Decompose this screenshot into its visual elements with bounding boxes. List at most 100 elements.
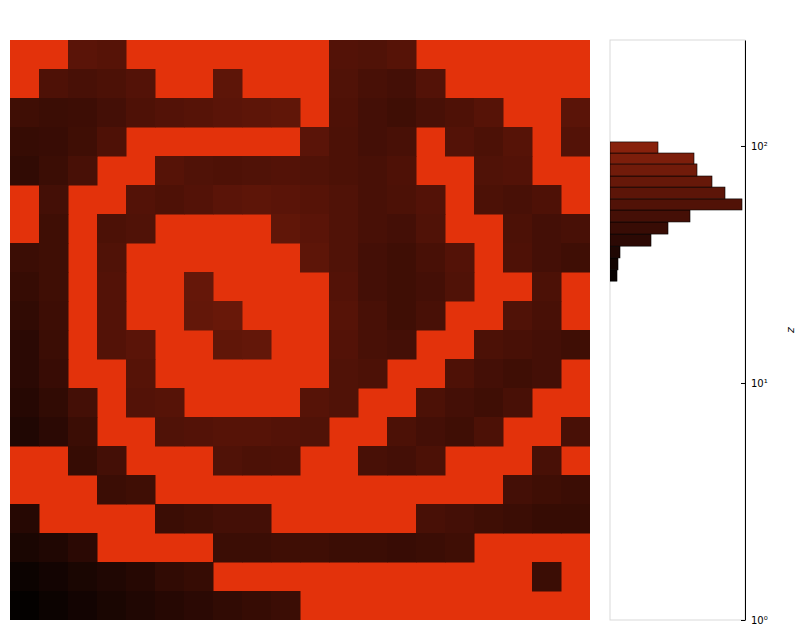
heatmap-cell <box>358 156 388 186</box>
heatmap-cell <box>416 69 446 99</box>
heatmap-cell <box>445 388 475 418</box>
heatmap-cell <box>561 98 590 128</box>
heatmap-cell <box>474 359 504 389</box>
histogram-bar <box>610 153 694 164</box>
heatmap-cell <box>358 98 388 128</box>
heatmap-cell <box>184 98 214 128</box>
heatmap-cell <box>68 446 98 476</box>
heatmap-cell <box>213 417 243 447</box>
heatmap-cell <box>300 214 330 244</box>
heatmap-cell <box>184 417 214 447</box>
tick: 10¹ <box>741 378 768 389</box>
tick: 10² <box>741 141 768 152</box>
heatmap-cell <box>213 185 243 215</box>
heatmap-cell <box>184 591 214 620</box>
heatmap-cell <box>358 301 388 331</box>
histogram-bar <box>610 164 697 176</box>
heatmap-cell <box>474 156 504 186</box>
heatmap-cell <box>416 533 446 563</box>
heatmap-cell <box>358 359 388 389</box>
heatmap-cell <box>387 185 417 215</box>
heatmap-cell <box>271 533 301 563</box>
heatmap-cell <box>416 185 446 215</box>
heatmap-cell <box>561 243 590 273</box>
heatmap-cell <box>474 98 504 128</box>
heatmap-cell <box>416 446 446 476</box>
heatmap-cell <box>387 330 417 360</box>
heatmap-cell <box>445 533 475 563</box>
heatmap-cell <box>329 243 359 273</box>
heatmap-cell <box>300 243 330 273</box>
heatmap-cell <box>532 272 562 302</box>
histogram-bars <box>610 142 742 281</box>
heatmap-cell <box>503 301 533 331</box>
heatmap-cell <box>213 301 243 331</box>
heatmap-cell <box>387 156 417 186</box>
heatmap-cell <box>387 243 417 273</box>
heatmap-cell <box>503 359 533 389</box>
heatmap-cell <box>387 127 417 157</box>
heatmap-cell <box>213 533 243 563</box>
heatmap-cell <box>97 272 127 302</box>
heatmap-cell <box>68 417 98 447</box>
heatmap-cell <box>39 185 69 215</box>
heatmap-cell <box>126 359 156 389</box>
heatmap-cell <box>358 69 388 99</box>
heatmap-cell <box>532 475 562 505</box>
heatmap-cell <box>126 475 156 505</box>
heatmap-cell <box>155 185 185 215</box>
heatmap-cell <box>329 388 359 418</box>
histogram-bar <box>610 176 712 187</box>
heatmap-cell <box>242 533 272 563</box>
heatmap-cell <box>97 591 127 620</box>
heatmap-cell <box>416 301 446 331</box>
heatmap-cell <box>155 504 185 534</box>
heatmap-cell <box>242 417 272 447</box>
histogram-bar <box>610 199 742 210</box>
heatmap-cell <box>416 388 446 418</box>
histogram-frame <box>610 40 745 620</box>
heatmap-cell <box>416 504 446 534</box>
heatmap-cell <box>358 185 388 215</box>
heatmap-cell <box>10 243 40 273</box>
heatmap-cell <box>300 156 330 186</box>
heatmap-cell <box>10 359 40 389</box>
heatmap-cell <box>416 272 446 302</box>
heatmap-cell <box>358 330 388 360</box>
heatmap-cell <box>387 533 417 563</box>
heatmap-cell <box>68 562 98 592</box>
heatmap-cell <box>10 330 40 360</box>
heatmap-cell <box>445 127 475 157</box>
y-axis: 10⁰10¹10² <box>741 41 768 626</box>
heatmap-cell <box>10 591 40 620</box>
heatmap-cell <box>532 446 562 476</box>
heatmap-cell <box>329 156 359 186</box>
heatmap-cell <box>242 156 272 186</box>
heatmap-cell <box>503 127 533 157</box>
heatmap-cell <box>213 69 243 99</box>
heatmap-cell <box>474 185 504 215</box>
heatmap-cell <box>329 301 359 331</box>
heatmap-cell <box>271 446 301 476</box>
heatmap-cell <box>155 562 185 592</box>
heatmap-cell <box>503 214 533 244</box>
tick-mark <box>741 383 745 384</box>
heatmap-cell <box>503 388 533 418</box>
heatmap-cell <box>39 359 69 389</box>
heatmap-cell <box>97 446 127 476</box>
heatmap-cell <box>358 40 388 70</box>
histogram-bar <box>610 234 651 246</box>
heatmap-cell <box>329 98 359 128</box>
heatmap-cell <box>39 562 69 592</box>
heatmap-cell <box>126 330 156 360</box>
heatmap-cell <box>503 330 533 360</box>
heatmap-cell <box>271 591 301 620</box>
heatmap-cell <box>39 69 69 99</box>
histogram-bar <box>610 222 668 234</box>
heatmap-inside <box>10 40 590 620</box>
heatmap-cell <box>358 272 388 302</box>
heatmap-cell <box>329 359 359 389</box>
heatmap-cell <box>39 388 69 418</box>
heatmap-cell <box>97 243 127 273</box>
heatmap-cell <box>242 98 272 128</box>
